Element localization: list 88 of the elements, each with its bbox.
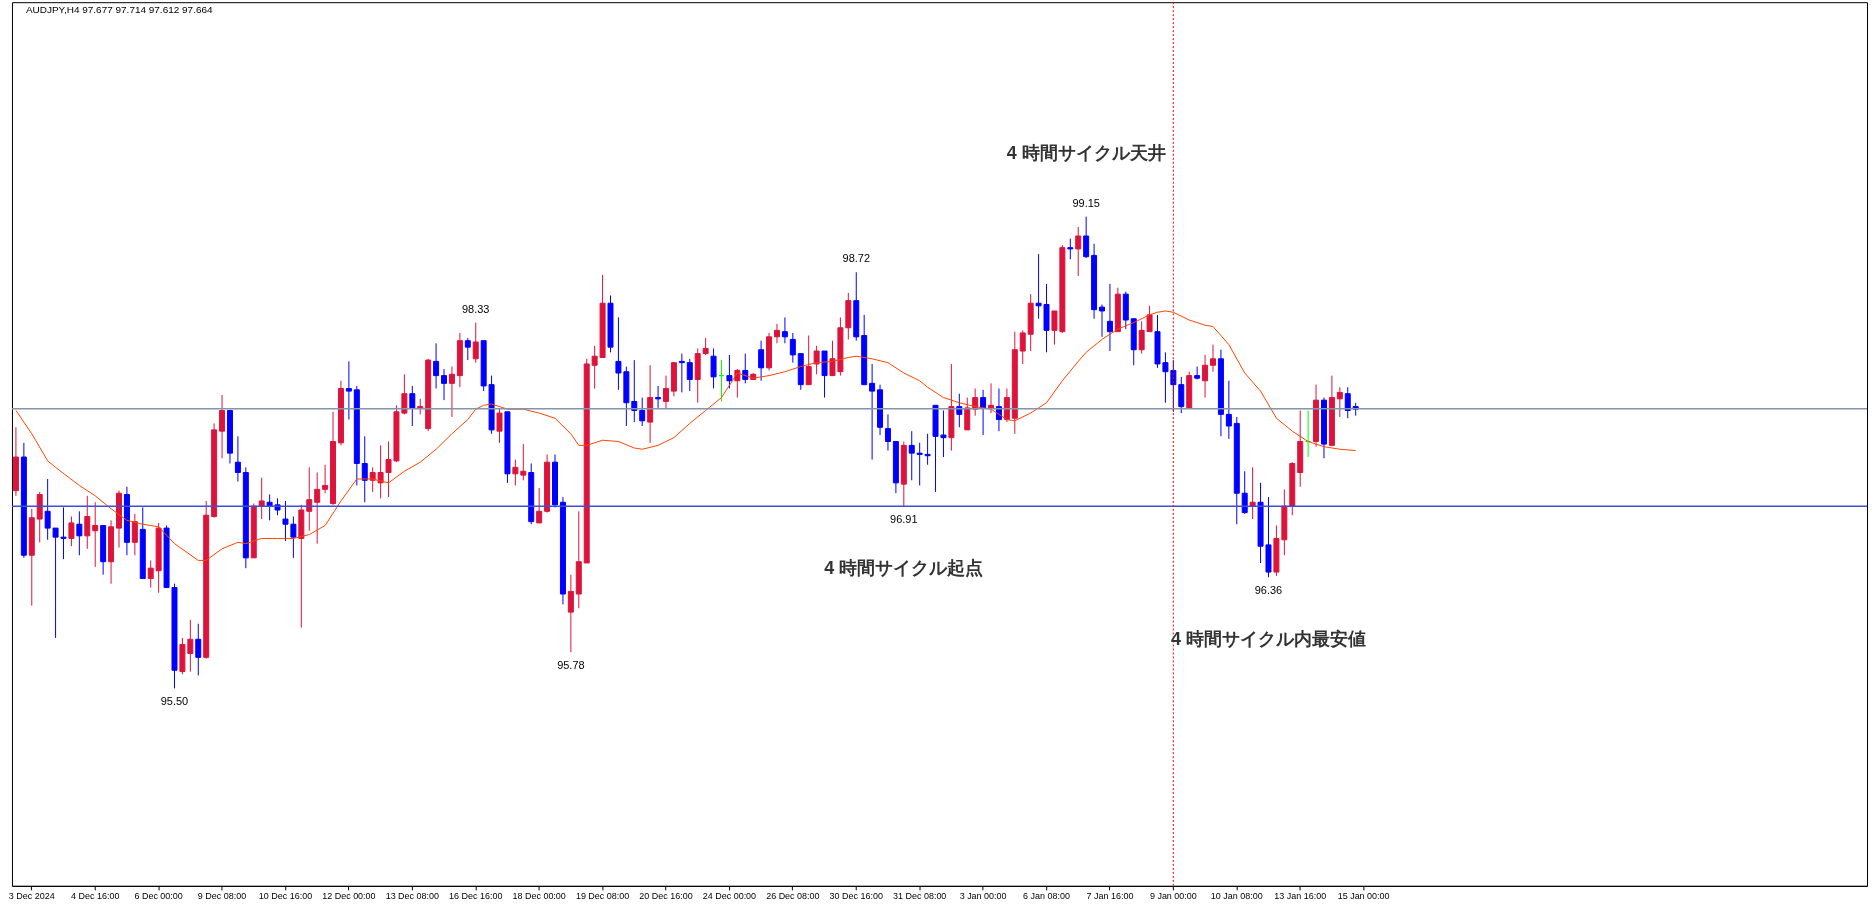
candlestick <box>710 347 717 390</box>
annotation: 95.50 <box>160 695 189 708</box>
candlestick <box>464 337 471 361</box>
candlestick <box>789 332 796 364</box>
candlestick <box>1075 226 1082 277</box>
candlestick <box>472 322 479 364</box>
candlestick <box>409 385 416 427</box>
candlestick <box>314 472 321 545</box>
candlestick <box>1099 304 1105 338</box>
candlestick <box>663 375 669 410</box>
candlestick <box>567 574 574 653</box>
x-tick-label: 9 Dec 08:00 <box>197 891 247 902</box>
x-tick-label: 6 Jan 08:00 <box>1023 891 1070 902</box>
candlestick <box>345 360 352 421</box>
candlestick <box>448 366 455 418</box>
candlestick <box>1019 329 1026 365</box>
x-tick-label: 19 Dec 08:00 <box>575 891 630 902</box>
candlestick <box>980 389 987 436</box>
candlestick <box>322 464 329 494</box>
annotation: 99.15 <box>1072 196 1100 209</box>
candlestick <box>1067 238 1074 260</box>
x-tick-label: 18 Dec 00:00 <box>512 891 566 902</box>
candlestick <box>869 363 876 461</box>
x-tick-label: 16 Dec 16:00 <box>449 891 503 902</box>
annotation: 95.78 <box>557 659 585 672</box>
candlestick <box>813 345 820 375</box>
candlestick <box>1202 354 1209 399</box>
x-tick-label: 15 Jan 00:00 <box>1337 891 1390 902</box>
annotation: 96.36 <box>1254 584 1283 597</box>
candlestick <box>964 397 971 431</box>
candlestick <box>781 316 788 344</box>
candlestick <box>908 430 915 481</box>
candlestick <box>773 323 780 344</box>
candlestick <box>639 397 646 427</box>
x-tick-label: 30 Dec 16:00 <box>829 891 883 902</box>
x-tick-label: 20 Dec 16:00 <box>639 891 693 902</box>
candlestick <box>988 382 995 414</box>
candlestick <box>1225 380 1232 440</box>
x-tick-label: 7 Jan 16:00 <box>1086 891 1134 902</box>
candlestick <box>84 495 91 550</box>
candlestick <box>361 435 368 503</box>
candlestick <box>496 408 503 444</box>
x-tick-label: 3 Dec 2024 <box>8 891 55 902</box>
x-tick-label: 9 Jan 00:00 <box>1149 891 1197 902</box>
annotation: 4 時間サイクル天井 <box>1006 142 1166 163</box>
candlestick <box>758 340 765 382</box>
candlestick <box>1344 386 1351 419</box>
x-tick-label: 24 Dec 00:00 <box>702 891 757 902</box>
x-tick-label: 6 Dec 00:00 <box>134 891 183 902</box>
candlestick <box>1106 283 1113 352</box>
x-tick-label: 31 Dec 08:00 <box>893 891 947 902</box>
x-tick-label: 12 Dec 00:00 <box>322 891 376 902</box>
candlestick <box>1210 344 1216 373</box>
candlestick <box>1194 366 1201 380</box>
candlestick <box>68 515 75 547</box>
candlestick <box>441 368 448 401</box>
candlestick <box>956 393 963 428</box>
candlestick <box>536 487 543 524</box>
candlestick <box>219 394 226 459</box>
x-tick-label: 13 Jan 16:00 <box>1274 891 1327 902</box>
candlestick <box>1083 216 1090 259</box>
candlestick <box>655 385 662 409</box>
annotation: 98.72 <box>842 252 870 265</box>
candlestick <box>195 623 202 676</box>
x-tick-label: 10 Jan 08:00 <box>1210 891 1263 902</box>
candlestick <box>686 358 693 392</box>
annotation: 4 時間サイクル起点 <box>824 557 984 578</box>
candlestick <box>1003 388 1010 423</box>
x-tick-label: 13 Dec 08:00 <box>385 891 439 902</box>
candlestick <box>433 342 440 390</box>
candlestick <box>92 501 99 568</box>
candlestick <box>631 359 638 423</box>
candlestick <box>726 354 733 390</box>
annotation: 96.91 <box>890 513 918 526</box>
candlestick <box>1336 386 1343 418</box>
annotation: 4 時間サイクル内最安値 <box>1171 629 1366 650</box>
candlestick <box>234 435 241 483</box>
annotation: 98.33 <box>462 302 490 315</box>
x-tick-label: 26 Dec 08:00 <box>766 891 820 902</box>
candlestick <box>678 353 685 393</box>
candlestick <box>805 335 812 386</box>
x-tick-label: 3 Jan 00:00 <box>959 891 1007 902</box>
candlestick <box>884 413 891 452</box>
chart-title: AUDJPY,H4 97.677 97.714 97.612 97.664 <box>25 4 213 16</box>
x-tick-label: 10 Dec 16:00 <box>258 891 313 902</box>
candlestick <box>76 510 83 556</box>
candlestick <box>131 513 138 556</box>
x-tick-label: 4 Dec 16:00 <box>71 891 120 902</box>
